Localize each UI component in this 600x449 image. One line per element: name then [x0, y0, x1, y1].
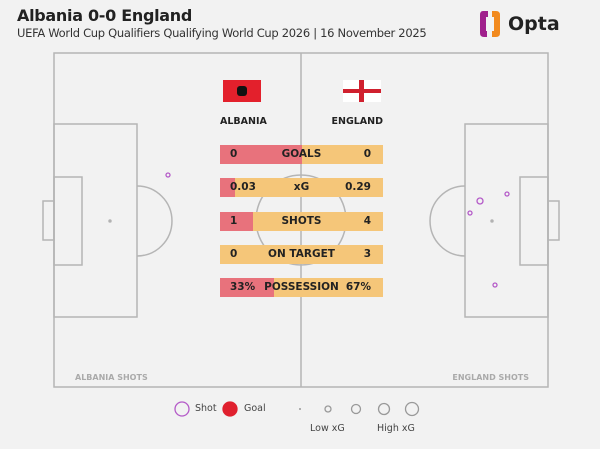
home-share-bar	[220, 145, 302, 164]
stat-row-on-target: ON TARGET 0 3	[220, 245, 383, 264]
away-value: 0.29	[345, 181, 371, 193]
home-value: 33%	[230, 281, 256, 293]
england-shot-marker	[492, 282, 498, 288]
xg-size-icon	[350, 403, 362, 415]
stat-row-possession: POSSESSION 33% 67%	[220, 278, 383, 297]
away-value: 3	[363, 248, 371, 260]
stat-label: ON TARGET	[268, 248, 335, 260]
xg-size-icon	[404, 401, 420, 417]
eagle-icon	[237, 86, 247, 96]
page-title: Albania 0-0 England	[17, 6, 193, 25]
high-xg-label: High xG	[377, 423, 415, 434]
england-shot-marker	[467, 210, 473, 216]
stat-label: GOALS	[281, 148, 322, 160]
albania-shots-label: ALBANIA SHOTS	[75, 373, 148, 382]
stat-label: SHOTS	[281, 215, 322, 227]
shot-legend-icon	[174, 401, 190, 417]
england-shots-label: ENGLAND SHOTS	[452, 373, 529, 382]
goal-legend-label: Goal	[244, 403, 266, 414]
home-share-bar	[220, 278, 274, 297]
albania-shot-marker	[165, 172, 171, 178]
shot-legend-label: Shot	[195, 403, 217, 414]
away-value: 4	[363, 215, 371, 227]
stat-row-goals: GOALS 0 0	[220, 145, 383, 164]
home-value: 0.03	[230, 181, 256, 193]
opta-logo-icon	[480, 11, 500, 37]
england-shot-marker	[504, 191, 510, 197]
england-shot-marker	[476, 197, 484, 205]
xg-size-icon	[324, 405, 332, 413]
stat-label: POSSESSION	[264, 281, 339, 293]
left-penalty-spot	[108, 219, 112, 223]
page-subtitle: UEFA World Cup Qualifiers Qualifying Wor…	[17, 26, 427, 40]
home-share-bar	[220, 178, 235, 197]
opta-logo-text: Opta	[508, 13, 560, 35]
away-team-name: ENGLAND	[331, 116, 383, 127]
right-goal	[547, 200, 560, 241]
right-penalty-arc	[429, 185, 466, 257]
stat-row-xg: xG 0.03 0.29	[220, 178, 383, 197]
goal-legend-icon	[222, 401, 238, 417]
low-xg-label: Low xG	[310, 423, 345, 434]
home-value: 1	[230, 215, 238, 227]
xg-size-icon	[299, 408, 301, 410]
home-value: 0	[230, 248, 238, 260]
home-value: 0	[230, 148, 238, 160]
albania-flag	[223, 80, 261, 102]
home-share-bar	[220, 212, 253, 231]
opta-logo: Opta	[478, 8, 560, 40]
home-team-name: ALBANIA	[220, 116, 267, 127]
stat-label: xG	[293, 181, 310, 193]
away-value: 0	[363, 148, 371, 160]
stat-row-shots: SHOTS 1 4	[220, 212, 383, 231]
left-goal	[42, 200, 55, 241]
xg-size-icon	[377, 402, 391, 416]
england-flag	[343, 80, 381, 102]
away-value: 67%	[345, 281, 371, 293]
right-penalty-spot	[490, 219, 494, 223]
left-penalty-arc	[136, 185, 173, 257]
